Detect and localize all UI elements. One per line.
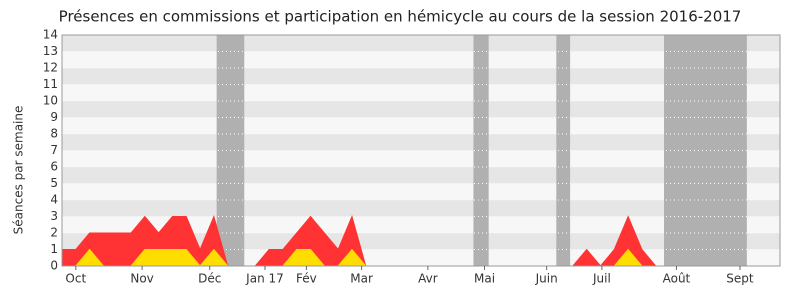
x-tick-label: Nov <box>130 272 153 286</box>
y-tick-label: 3 <box>50 209 58 223</box>
y-tick-label: 1 <box>50 242 58 256</box>
chart-title: Présences en commissions et participatio… <box>59 8 742 26</box>
y-tick-label: 6 <box>50 160 58 174</box>
x-tick-label: Avr <box>418 272 438 286</box>
x-tick-label: Sept <box>726 272 754 286</box>
x-tick-label: Mai <box>474 272 495 286</box>
y-tick-label: 2 <box>50 226 58 240</box>
y-tick-label: 4 <box>50 193 58 207</box>
y-tick-label: 5 <box>50 176 58 190</box>
shaded-period <box>664 35 747 266</box>
y-tick-label: 10 <box>43 94 58 108</box>
y-tick-label: 7 <box>50 143 58 157</box>
plot-frame <box>61 34 781 267</box>
y-tick-label: 11 <box>43 77 58 91</box>
shaded-period <box>556 35 571 266</box>
x-tick-label: Jan 17 <box>245 272 284 286</box>
x-tick-label: Oct <box>65 272 86 286</box>
x-tick-label: Mar <box>350 272 373 286</box>
y-tick-label: 13 <box>43 44 58 58</box>
x-tick-label: Fév <box>296 272 317 286</box>
y-tick-label: 12 <box>43 61 58 75</box>
y-tick-label: 14 <box>43 28 58 42</box>
x-tick-label: Déc <box>198 272 221 286</box>
x-tick-label: Août <box>663 272 691 286</box>
y-axis-label: Séances par semaine <box>12 106 26 235</box>
x-tick-label: Juil <box>592 272 611 286</box>
y-tick-label: 9 <box>50 110 58 124</box>
shaded-period <box>473 35 489 266</box>
x-tick-label: Juin <box>535 272 558 286</box>
y-tick-label: 8 <box>50 127 58 141</box>
y-tick-label: 0 <box>50 259 58 273</box>
